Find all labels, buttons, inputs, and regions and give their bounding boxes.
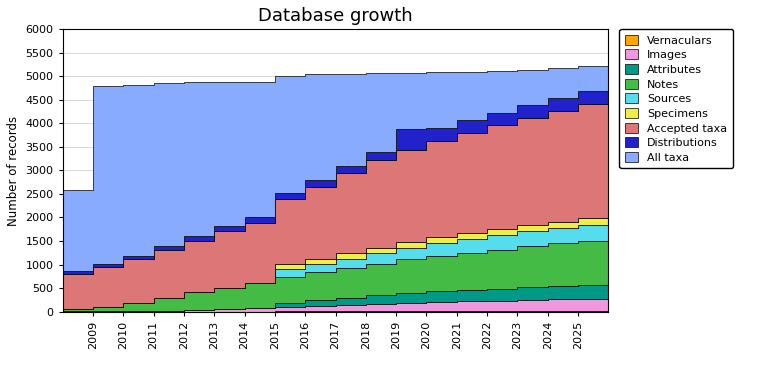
Y-axis label: Number of records: Number of records — [7, 116, 20, 225]
Title: Database growth: Database growth — [258, 7, 413, 25]
Legend: Vernaculars, Images, Attributes, Notes, Sources, Specimens, Accepted taxa, Distr: Vernaculars, Images, Attributes, Notes, … — [619, 29, 733, 168]
